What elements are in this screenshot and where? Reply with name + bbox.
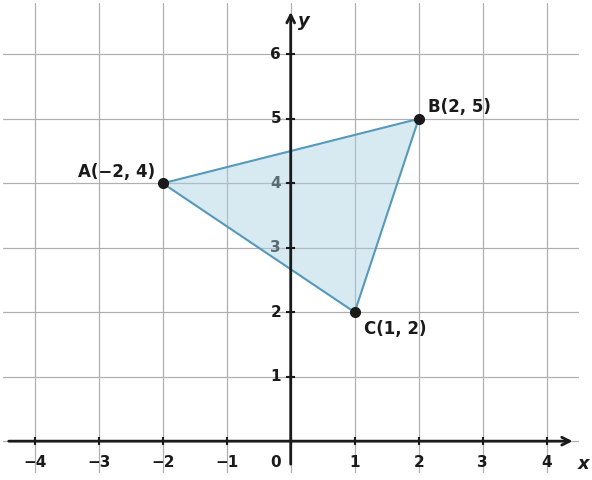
Text: −4: −4 xyxy=(23,456,46,470)
Text: 1: 1 xyxy=(271,369,281,384)
Text: 6: 6 xyxy=(271,47,281,62)
Text: 0: 0 xyxy=(271,456,281,470)
Text: y: y xyxy=(298,12,310,30)
Text: B(2, 5): B(2, 5) xyxy=(428,97,491,116)
Text: 1: 1 xyxy=(349,456,360,470)
Text: −3: −3 xyxy=(87,456,111,470)
Text: 5: 5 xyxy=(271,111,281,126)
Text: 4: 4 xyxy=(541,456,552,470)
Text: 4: 4 xyxy=(271,176,281,191)
Text: A(−2, 4): A(−2, 4) xyxy=(78,163,155,180)
Text: 3: 3 xyxy=(477,456,488,470)
Text: 2: 2 xyxy=(271,305,281,320)
Polygon shape xyxy=(163,119,419,312)
Text: x: x xyxy=(577,456,589,473)
Text: 3: 3 xyxy=(271,240,281,255)
Text: −1: −1 xyxy=(215,456,239,470)
Text: −2: −2 xyxy=(151,456,175,470)
Text: 2: 2 xyxy=(413,456,424,470)
Text: C(1, 2): C(1, 2) xyxy=(364,320,427,338)
